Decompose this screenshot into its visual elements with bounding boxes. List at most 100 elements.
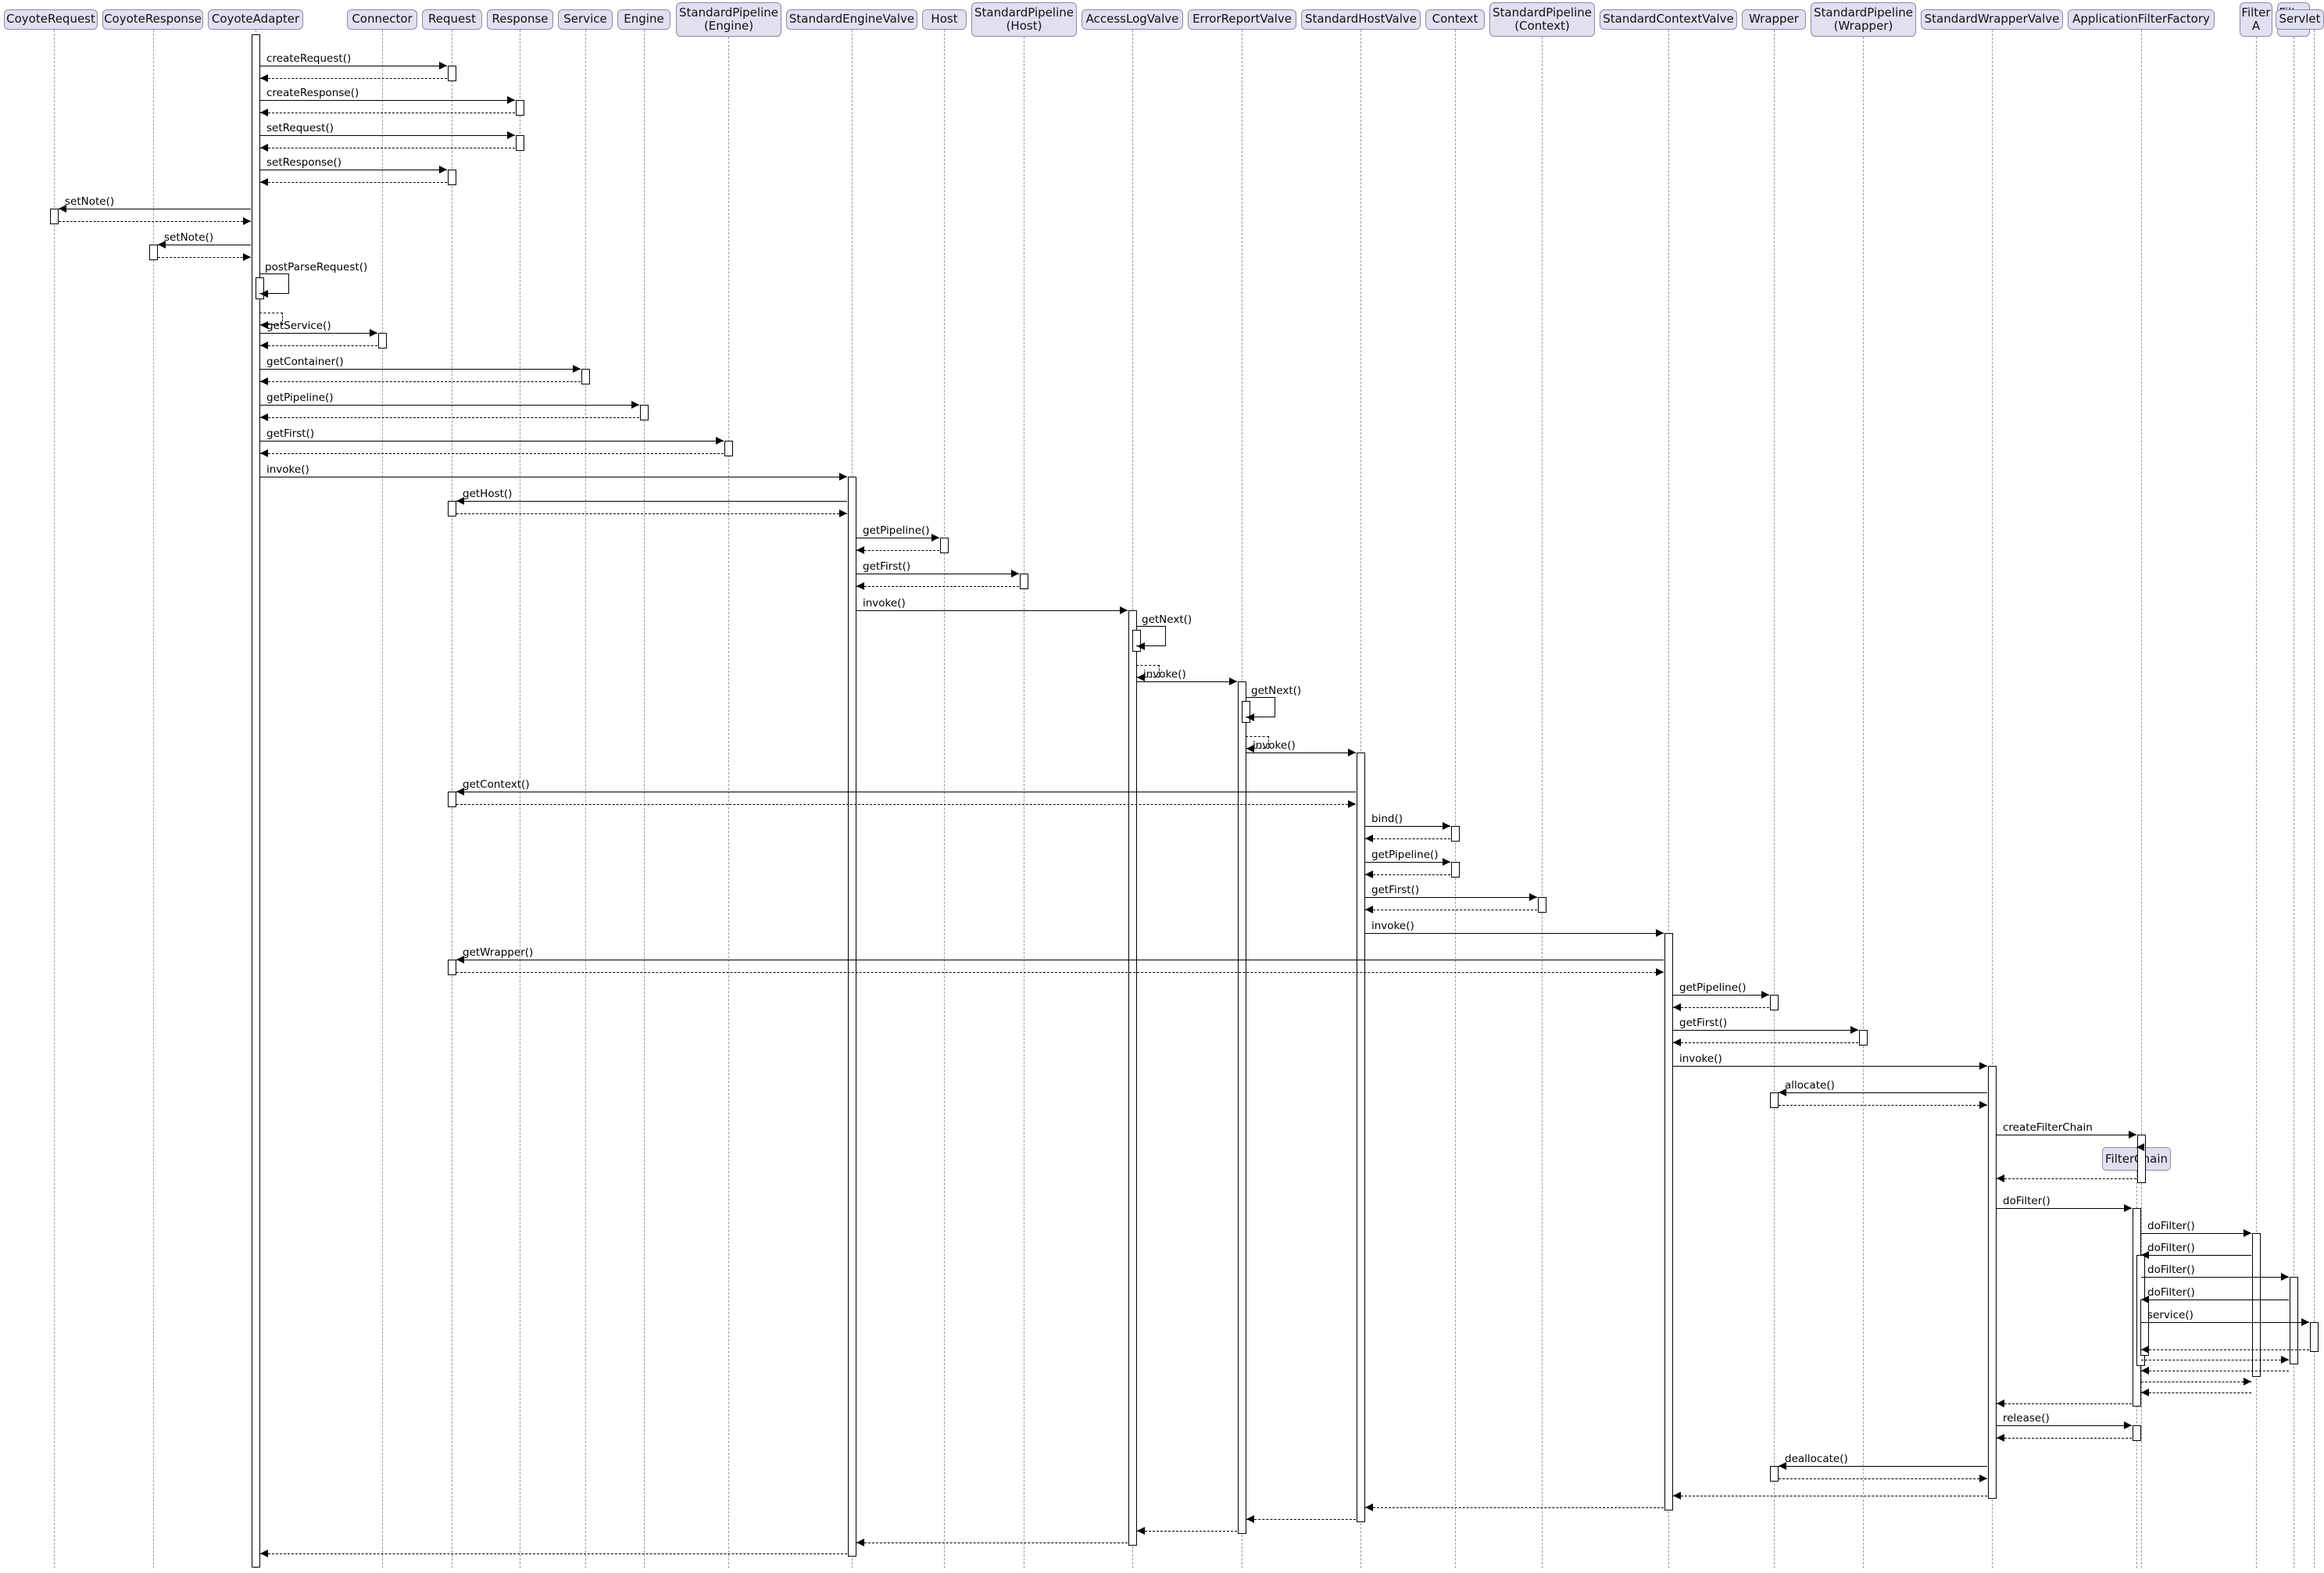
return-message-line <box>260 381 581 382</box>
arrow-head-right <box>839 473 847 481</box>
call-message-line <box>856 610 1128 611</box>
activation-bar <box>1241 701 1250 723</box>
lifeline-engine <box>644 30 645 1568</box>
lifeline-service <box>585 30 586 1568</box>
arrow-head-left <box>59 205 66 213</box>
return-message-line <box>59 221 251 222</box>
lifeline-wrapper <box>1774 30 1775 1568</box>
activation-bar <box>515 135 524 151</box>
participant-connector[interactable]: Connector <box>347 9 417 30</box>
message-label: invoke() <box>1143 668 1186 681</box>
participant-pipelineWrapper[interactable]: StandardPipeline (Wrapper) <box>1811 2 1916 37</box>
activation-bar <box>1356 753 1365 1522</box>
message-label: createResponse() <box>266 87 359 99</box>
lifeline-wrapperValve <box>1992 30 1993 1568</box>
activation-bar <box>255 277 264 299</box>
participant-pipelineEngine[interactable]: StandardPipeline (Engine) <box>676 2 781 37</box>
return-message-line <box>260 182 447 183</box>
arrow-head-left <box>1365 1503 1373 1511</box>
arrow-head-right <box>931 534 939 542</box>
participant-service[interactable]: Service <box>558 9 613 30</box>
return-message-line <box>856 586 1019 587</box>
arrow-head-left <box>260 178 268 186</box>
participant-context[interactable]: Context <box>1425 9 1485 30</box>
arrow-head-right <box>1348 749 1356 756</box>
participant-coyoteResponse[interactable]: CoyoteResponse <box>102 9 203 30</box>
arrow-head-right <box>1229 677 1237 685</box>
arrow-head-left <box>1365 871 1373 878</box>
arrow-head-right <box>1979 1101 1987 1109</box>
arrow-head-left <box>260 290 268 298</box>
participant-filterFactory[interactable]: ApplicationFilterFactory <box>2068 9 2215 30</box>
participant-servlet[interactable]: Servlet <box>2276 9 2324 30</box>
lifeline-host <box>944 30 945 1568</box>
message-label: doFilter() <box>2003 1195 2050 1207</box>
activation-bar <box>1664 933 1673 1510</box>
participant-engineValve[interactable]: StandardEngineValve <box>786 9 917 30</box>
participant-errorReportValve[interactable]: ErrorReportValve <box>1188 9 1296 30</box>
activation-bar <box>447 792 456 807</box>
activation-bar <box>251 34 260 1568</box>
lifeline-contextValve <box>1668 30 1669 1568</box>
arrow-head-right <box>716 437 724 445</box>
participant-host[interactable]: Host <box>922 9 967 30</box>
arrow-head-left <box>1137 1527 1145 1535</box>
activation-bar <box>1537 897 1546 913</box>
arrow-head-left <box>1246 1515 1254 1523</box>
call-message-line <box>2141 1233 2251 1234</box>
return-message-line <box>1246 1519 1356 1520</box>
arrow-head-right <box>1120 606 1128 614</box>
participant-accessLogValve[interactable]: AccessLogValve <box>1082 9 1183 30</box>
call-message-line <box>1779 1466 1987 1467</box>
message-label: setResponse() <box>266 156 342 169</box>
participant-wrapperValve[interactable]: StandardWrapperValve <box>1921 9 2063 30</box>
return-message-line <box>2141 1392 2251 1393</box>
activation-bar <box>148 245 158 260</box>
message-label: getFirst() <box>863 560 911 573</box>
lifeline-filterFactory <box>2141 30 2142 1568</box>
arrow-head-right <box>2301 1318 2309 1326</box>
activation-bar <box>447 960 456 975</box>
arrow-head-right <box>1979 1475 1987 1482</box>
participant-request[interactable]: Request <box>422 9 482 30</box>
arrow-head-right <box>2124 1421 2132 1429</box>
return-message-line <box>456 972 1664 973</box>
participant-contextValve[interactable]: StandardContextValve <box>1600 9 1737 30</box>
return-message-line <box>1997 1438 2132 1439</box>
return-message-line <box>856 550 939 551</box>
participant-pipelineContext[interactable]: StandardPipeline (Context) <box>1489 2 1595 37</box>
message-label: invoke() <box>1371 920 1414 932</box>
participant-engine[interactable]: Engine <box>617 9 670 30</box>
arrow-head-right <box>839 509 847 517</box>
return-message-line <box>260 1553 847 1554</box>
message-label: bind() <box>1371 813 1403 825</box>
arrow-head-right <box>573 365 581 373</box>
arrow-head-left <box>856 582 864 590</box>
participant-filterA[interactable]: Filter A <box>2240 2 2272 37</box>
activation-bar <box>639 405 649 420</box>
participant-response[interactable]: Response <box>487 9 553 30</box>
arrow-head-right <box>1529 893 1537 901</box>
activation-bar <box>1019 574 1028 589</box>
arrow-head-right <box>1011 570 1019 577</box>
arrow-head-right <box>2244 1378 2251 1385</box>
arrow-head-left <box>1673 1003 1681 1011</box>
message-label: allocate() <box>1785 1079 1835 1092</box>
arrow-head-right <box>439 62 447 70</box>
arrow-head-left <box>1365 906 1373 913</box>
return-message-line <box>260 417 639 418</box>
participant-wrapper[interactable]: Wrapper <box>1742 9 1806 30</box>
activation-bar <box>1987 1066 1997 1499</box>
lifeline-pipelineEngine <box>728 37 729 1568</box>
arrow-head-left <box>158 241 166 248</box>
participant-coyoteAdapter[interactable]: CoyoteAdapter <box>208 9 303 30</box>
participant-coyoteRequest[interactable]: CoyoteRequest <box>4 9 98 30</box>
arrow-head-right <box>2281 1356 2289 1364</box>
arrow-head-left <box>2141 1251 2149 1259</box>
activation-bar <box>49 209 59 224</box>
participant-pipelineHost[interactable]: StandardPipeline (Host) <box>971 2 1077 37</box>
call-message-line <box>1997 1425 2132 1426</box>
message-label: getPipeline() <box>266 391 334 404</box>
participant-hostValve[interactable]: StandardHostValve <box>1301 9 1421 30</box>
